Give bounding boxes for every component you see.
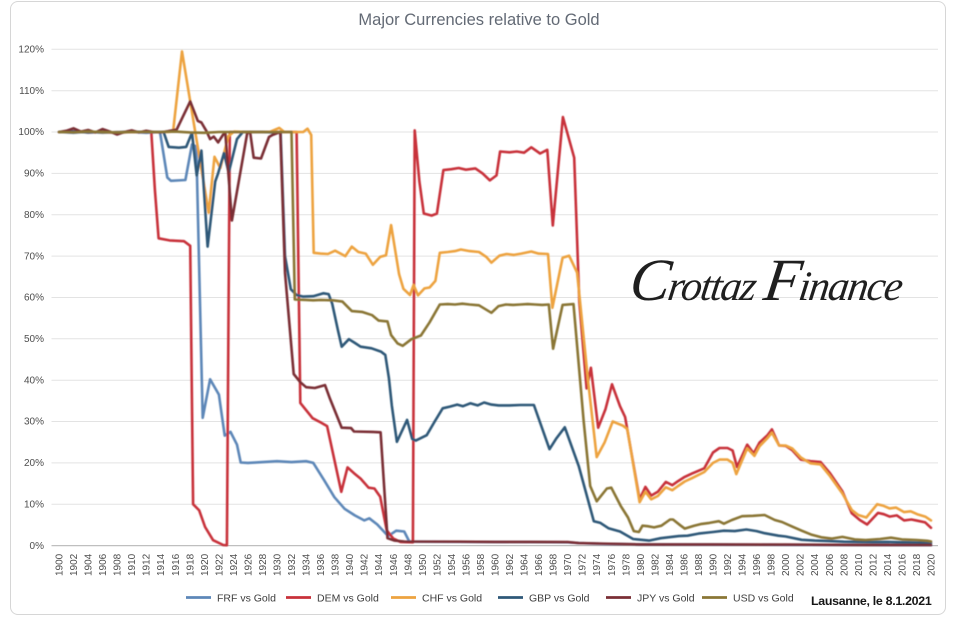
svg-text:1910: 1910 — [127, 553, 138, 576]
svg-text:USD vs Gold: USD vs Gold — [733, 593, 794, 605]
svg-text:50%: 50% — [24, 334, 44, 345]
svg-text:1946: 1946 — [389, 553, 400, 576]
svg-text:120%: 120% — [18, 45, 44, 56]
svg-text:FRF vs Gold: FRF vs Gold — [217, 593, 276, 605]
svg-text:Crottaz Finance: Crottaz Finance — [626, 247, 908, 314]
svg-text:1950: 1950 — [418, 553, 429, 576]
svg-text:2008: 2008 — [839, 553, 850, 576]
svg-text:1962: 1962 — [505, 553, 516, 576]
svg-text:1958: 1958 — [476, 553, 487, 576]
svg-text:1900: 1900 — [55, 553, 66, 576]
svg-text:60%: 60% — [24, 293, 44, 304]
svg-text:1916: 1916 — [171, 553, 182, 576]
svg-text:1940: 1940 — [345, 553, 356, 576]
svg-text:80%: 80% — [24, 210, 44, 221]
svg-text:1994: 1994 — [738, 553, 749, 576]
svg-text:1924: 1924 — [229, 553, 240, 576]
svg-text:0%: 0% — [30, 541, 45, 552]
svg-text:1964: 1964 — [520, 553, 531, 576]
svg-text:2020: 2020 — [927, 553, 938, 576]
svg-text:1968: 1968 — [549, 553, 560, 576]
svg-text:1914: 1914 — [156, 553, 167, 576]
svg-text:20%: 20% — [24, 458, 44, 469]
svg-text:2016: 2016 — [897, 553, 908, 576]
svg-text:CHF vs Gold: CHF vs Gold — [422, 593, 482, 605]
svg-text:1990: 1990 — [709, 553, 720, 576]
svg-text:1998: 1998 — [767, 553, 778, 576]
svg-text:1902: 1902 — [69, 553, 80, 576]
svg-text:1954: 1954 — [447, 553, 458, 576]
svg-text:30%: 30% — [24, 417, 44, 428]
svg-text:2010: 2010 — [854, 553, 865, 576]
svg-text:1942: 1942 — [360, 553, 371, 576]
svg-text:1918: 1918 — [185, 553, 196, 576]
svg-text:1952: 1952 — [432, 553, 443, 576]
svg-text:2018: 2018 — [912, 553, 923, 576]
svg-text:1978: 1978 — [621, 553, 632, 576]
svg-text:1966: 1966 — [534, 553, 545, 576]
svg-text:1984: 1984 — [665, 553, 676, 576]
svg-text:2004: 2004 — [810, 553, 821, 576]
svg-text:DEM vs Gold: DEM vs Gold — [317, 593, 379, 605]
svg-text:1922: 1922 — [214, 553, 225, 576]
svg-text:1970: 1970 — [563, 553, 574, 576]
svg-text:1956: 1956 — [461, 553, 472, 576]
svg-text:1906: 1906 — [98, 553, 109, 576]
svg-text:1912: 1912 — [142, 553, 153, 576]
svg-text:GBP vs Gold: GBP vs Gold — [529, 593, 590, 605]
svg-text:1944: 1944 — [374, 553, 385, 576]
svg-text:1980: 1980 — [636, 553, 647, 576]
svg-text:1908: 1908 — [113, 553, 124, 576]
svg-text:110%: 110% — [19, 86, 44, 97]
svg-text:1976: 1976 — [607, 553, 618, 576]
svg-text:2014: 2014 — [883, 553, 894, 576]
svg-text:1930: 1930 — [273, 553, 284, 576]
svg-text:Lausanne, le 8.1.2021: Lausanne, le 8.1.2021 — [811, 594, 932, 608]
svg-text:2002: 2002 — [796, 553, 807, 576]
svg-text:10%: 10% — [24, 499, 44, 510]
svg-text:1988: 1988 — [694, 553, 705, 576]
svg-text:2006: 2006 — [825, 553, 836, 576]
svg-text:1948: 1948 — [403, 553, 414, 576]
svg-text:1972: 1972 — [578, 553, 589, 576]
svg-text:100%: 100% — [18, 127, 44, 138]
svg-text:Major Currencies relative to G: Major Currencies relative to Gold — [358, 11, 599, 29]
svg-text:1928: 1928 — [258, 553, 269, 576]
svg-text:1904: 1904 — [84, 553, 95, 576]
svg-text:2012: 2012 — [868, 553, 879, 576]
svg-text:40%: 40% — [24, 375, 44, 386]
svg-text:70%: 70% — [24, 251, 44, 262]
svg-text:1982: 1982 — [650, 553, 661, 576]
svg-text:2000: 2000 — [781, 553, 792, 576]
svg-text:1986: 1986 — [679, 553, 690, 576]
svg-text:1938: 1938 — [331, 553, 342, 576]
svg-text:JPY vs Gold: JPY vs Gold — [637, 593, 695, 605]
svg-text:1934: 1934 — [302, 553, 313, 576]
svg-text:1992: 1992 — [723, 553, 734, 576]
svg-text:1920: 1920 — [200, 553, 211, 576]
svg-text:90%: 90% — [24, 169, 44, 180]
svg-text:1974: 1974 — [592, 553, 603, 576]
svg-text:1996: 1996 — [752, 553, 763, 576]
svg-text:1926: 1926 — [243, 553, 254, 576]
svg-text:1936: 1936 — [316, 553, 327, 576]
svg-text:1932: 1932 — [287, 553, 298, 576]
svg-text:1960: 1960 — [491, 553, 502, 576]
